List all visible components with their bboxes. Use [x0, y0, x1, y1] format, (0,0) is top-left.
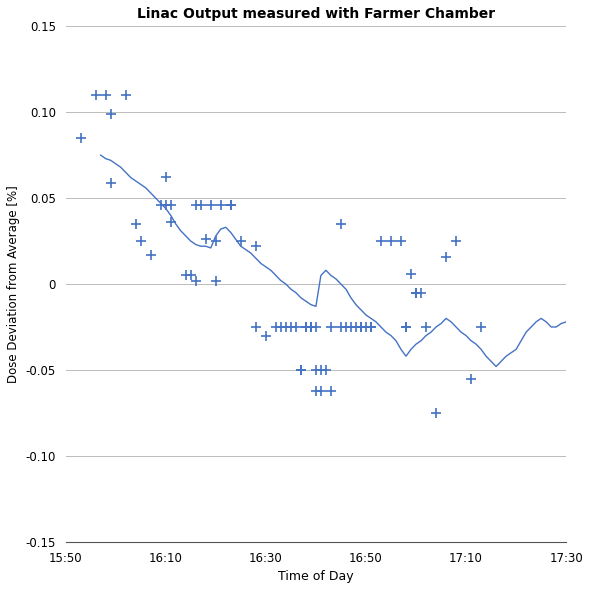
Point: [186, 271, 195, 280]
Point: [351, 322, 360, 332]
Point: [136, 237, 145, 246]
Point: [417, 288, 426, 297]
X-axis label: Time of Day: Time of Day: [278, 570, 353, 583]
Point: [166, 200, 175, 209]
Point: [376, 237, 386, 246]
Point: [401, 322, 411, 332]
Point: [296, 365, 306, 375]
Point: [366, 322, 376, 332]
Point: [311, 322, 320, 332]
Point: [286, 322, 296, 332]
Point: [191, 276, 201, 286]
Point: [316, 365, 326, 375]
Point: [451, 237, 461, 246]
Y-axis label: Dose Deviation from Average [%]: Dose Deviation from Average [%]: [7, 185, 20, 383]
Point: [411, 288, 421, 297]
Point: [261, 331, 271, 340]
Point: [476, 322, 486, 332]
Point: [226, 200, 235, 209]
Point: [226, 200, 235, 209]
Point: [91, 90, 100, 100]
Point: [356, 322, 366, 332]
Point: [291, 322, 300, 332]
Point: [306, 322, 316, 332]
Point: [211, 276, 221, 286]
Point: [311, 365, 320, 375]
Point: [301, 322, 310, 332]
Point: [296, 365, 306, 375]
Point: [166, 218, 175, 227]
Point: [321, 365, 330, 375]
Point: [236, 237, 245, 246]
Point: [131, 219, 140, 228]
Point: [401, 322, 411, 332]
Point: [201, 235, 211, 244]
Point: [76, 133, 86, 143]
Point: [386, 237, 396, 246]
Point: [251, 241, 261, 251]
Point: [361, 322, 371, 332]
Point: [421, 322, 431, 332]
Point: [156, 200, 165, 209]
Point: [366, 322, 376, 332]
Point: [181, 271, 191, 280]
Point: [431, 408, 441, 418]
Point: [346, 322, 356, 332]
Point: [311, 386, 320, 395]
Point: [271, 322, 281, 332]
Point: [106, 178, 116, 188]
Point: [146, 250, 155, 260]
Point: [216, 200, 225, 209]
Point: [281, 322, 290, 332]
Point: [276, 322, 286, 332]
Point: [206, 200, 215, 209]
Point: [196, 200, 205, 209]
Point: [407, 269, 416, 278]
Point: [121, 90, 130, 100]
Point: [466, 374, 476, 384]
Point: [306, 322, 316, 332]
Point: [411, 288, 421, 297]
Point: [326, 322, 336, 332]
Point: [161, 173, 171, 182]
Title: Linac Output measured with Farmer Chamber: Linac Output measured with Farmer Chambe…: [137, 7, 495, 21]
Point: [341, 322, 350, 332]
Point: [396, 237, 406, 246]
Point: [336, 219, 346, 228]
Point: [316, 386, 326, 395]
Point: [306, 322, 316, 332]
Point: [301, 322, 310, 332]
Point: [336, 322, 346, 332]
Point: [106, 109, 116, 119]
Point: [161, 200, 171, 209]
Point: [211, 237, 221, 246]
Point: [101, 90, 110, 100]
Point: [326, 386, 336, 395]
Point: [191, 200, 201, 209]
Point: [251, 322, 261, 332]
Point: [441, 252, 451, 261]
Point: [356, 322, 366, 332]
